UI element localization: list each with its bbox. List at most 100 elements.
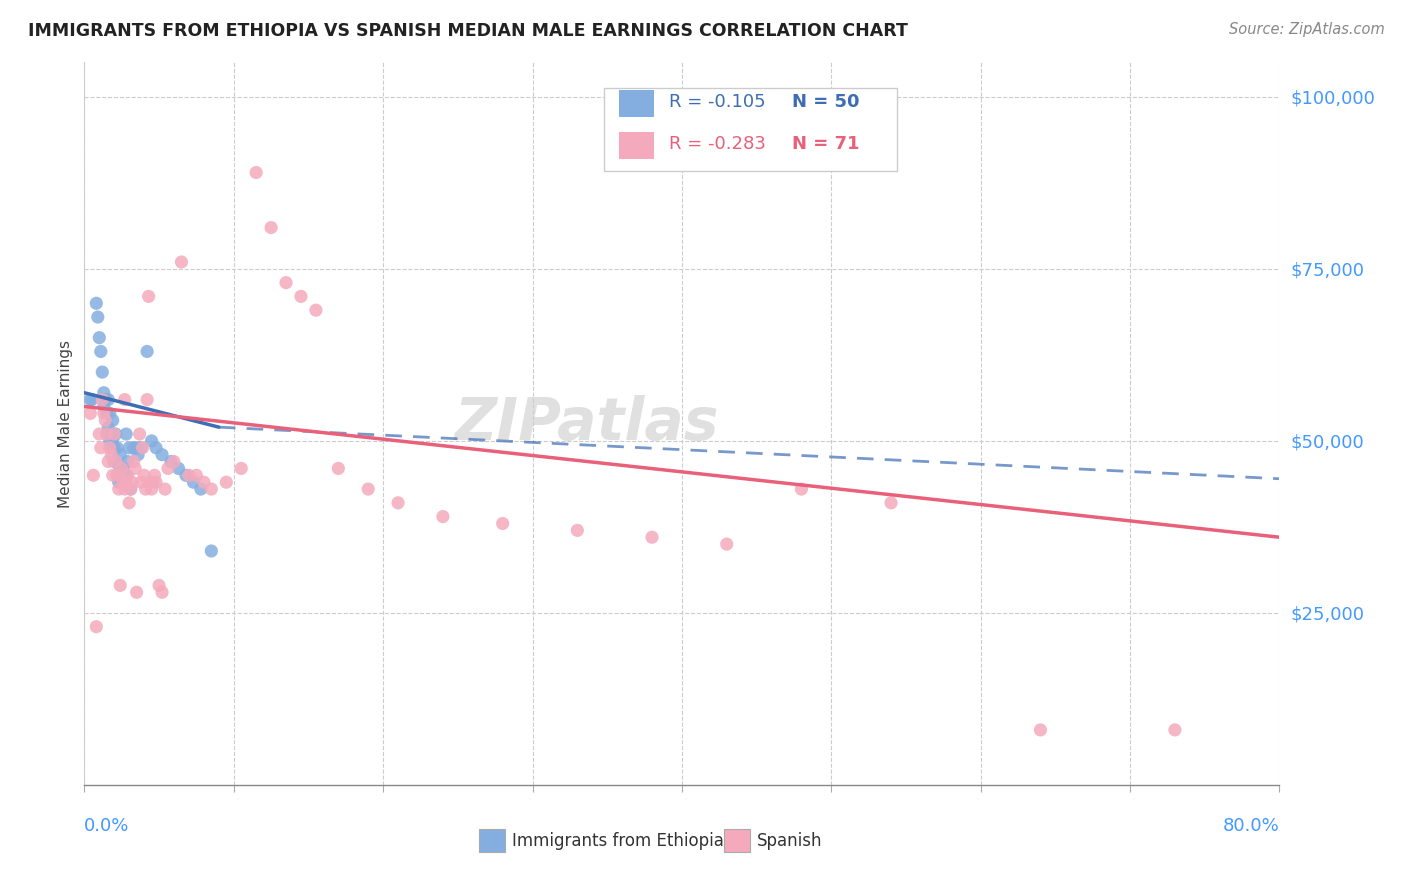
Point	[150, 448, 173, 462]
Point	[89, 331, 111, 345]
Point	[103, 454, 125, 468]
Bar	[619, 132, 654, 159]
Point	[167, 461, 190, 475]
Point	[143, 468, 166, 483]
Point	[157, 461, 180, 475]
Point	[117, 454, 139, 468]
Point	[111, 475, 134, 490]
Point	[135, 482, 157, 496]
Point	[124, 461, 146, 475]
Point	[90, 344, 112, 359]
Point	[132, 468, 156, 483]
Point	[114, 482, 136, 496]
Point	[432, 509, 454, 524]
Point	[114, 392, 136, 407]
Point	[94, 392, 117, 407]
Point	[96, 427, 118, 442]
Point	[114, 475, 136, 490]
Point	[110, 461, 132, 475]
Point	[93, 406, 115, 420]
Point	[87, 310, 110, 324]
Point	[387, 496, 409, 510]
Point	[127, 448, 149, 462]
Point	[93, 400, 115, 414]
Point	[100, 427, 122, 442]
Bar	[479, 829, 505, 852]
Point	[100, 448, 122, 462]
Point	[120, 482, 142, 496]
Point	[107, 475, 129, 490]
Point	[121, 475, 143, 490]
Point	[97, 454, 120, 468]
Point	[128, 427, 150, 442]
Point	[115, 427, 138, 442]
Point	[245, 165, 267, 179]
Point	[177, 468, 200, 483]
Point	[131, 441, 153, 455]
Point	[129, 441, 152, 455]
Point	[138, 289, 160, 303]
Point	[98, 441, 121, 455]
Point	[142, 475, 165, 490]
Point	[160, 454, 183, 468]
Point	[174, 468, 197, 483]
Point	[103, 427, 125, 442]
Point	[97, 420, 120, 434]
Point	[193, 475, 215, 490]
Point	[98, 434, 121, 448]
Point	[122, 454, 145, 468]
Point	[89, 427, 111, 442]
Point	[120, 482, 142, 496]
Text: Immigrants from Ethiopia: Immigrants from Ethiopia	[512, 831, 724, 849]
Text: R = -0.105: R = -0.105	[669, 94, 765, 112]
Point	[567, 524, 589, 538]
Point	[80, 392, 103, 407]
Point	[100, 441, 122, 455]
Point	[96, 406, 118, 420]
Point	[492, 516, 515, 531]
Point	[880, 496, 903, 510]
Text: Source: ZipAtlas.com: Source: ZipAtlas.com	[1229, 22, 1385, 37]
Point	[641, 530, 664, 544]
Point	[215, 475, 238, 490]
Point	[105, 468, 128, 483]
Point	[183, 475, 205, 490]
Point	[136, 392, 159, 407]
Point	[79, 392, 101, 407]
Y-axis label: Median Male Earnings: Median Male Earnings	[58, 340, 73, 508]
Point	[97, 392, 120, 407]
Point	[107, 482, 129, 496]
Text: IMMIGRANTS FROM ETHIOPIA VS SPANISH MEDIAN MALE EARNINGS CORRELATION CHART: IMMIGRANTS FROM ETHIOPIA VS SPANISH MEDI…	[28, 22, 908, 40]
Point	[86, 620, 108, 634]
Text: N = 71: N = 71	[792, 135, 859, 153]
Point	[105, 441, 128, 455]
Point	[186, 468, 208, 483]
Point	[105, 468, 128, 483]
Point	[101, 468, 124, 483]
Point	[94, 413, 117, 427]
Point	[103, 441, 125, 455]
Point	[101, 434, 124, 448]
Point	[110, 448, 132, 462]
Point	[305, 303, 328, 318]
Point	[90, 441, 112, 455]
Point	[96, 427, 118, 442]
Point	[117, 468, 139, 483]
Point	[260, 220, 283, 235]
Point	[125, 585, 148, 599]
Point	[122, 441, 145, 455]
Text: 80.0%: 80.0%	[1223, 817, 1279, 836]
Point	[98, 406, 121, 420]
Point	[110, 578, 132, 592]
Point	[104, 454, 127, 468]
Point	[129, 475, 152, 490]
Text: ZIPatlas: ZIPatlas	[454, 395, 718, 452]
Point	[170, 255, 193, 269]
Point	[190, 482, 212, 496]
Point	[357, 482, 380, 496]
Point	[104, 427, 127, 442]
Point	[136, 344, 159, 359]
Point	[163, 454, 186, 468]
Point	[118, 441, 141, 455]
Point	[86, 296, 108, 310]
